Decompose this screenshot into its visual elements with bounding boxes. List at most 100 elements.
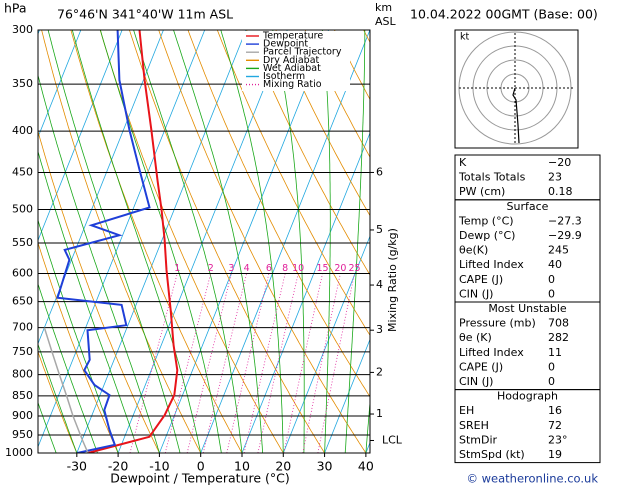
datetime: 10.04.2022 00GMT (Base: 00) xyxy=(410,7,598,22)
section-title: Hodograph xyxy=(497,390,558,403)
row-label: CIN (J) xyxy=(459,375,493,388)
y-tick-label: 950 xyxy=(12,428,33,441)
x-tick-label: -10 xyxy=(149,459,169,474)
row-label: StmDir xyxy=(459,433,498,446)
plot-frame xyxy=(37,29,371,454)
row-label: Dewp (°C) xyxy=(459,229,515,242)
isotherm xyxy=(117,30,288,453)
mixing-ratio-label: 2 xyxy=(208,263,214,274)
height-unit: km xyxy=(375,1,392,14)
row-value: 282 xyxy=(548,331,569,344)
lcl-label: LCL xyxy=(382,433,403,446)
isotherm xyxy=(38,30,82,139)
footer: © weatheronline.co.uk xyxy=(466,472,598,486)
plot-area xyxy=(38,30,370,453)
hodograph: kt xyxy=(454,29,579,149)
row-value: 16 xyxy=(548,404,562,417)
table-box xyxy=(454,389,601,464)
row-value: 11 xyxy=(548,346,562,359)
profile-line xyxy=(43,327,89,453)
isotherm xyxy=(324,338,370,453)
wet-adiabat xyxy=(365,397,370,453)
dry-adiabat xyxy=(246,30,370,276)
row-value: 23° xyxy=(548,433,568,446)
height-tick-label: 2 xyxy=(376,365,383,378)
row-value: 72 xyxy=(548,419,562,432)
mixing-ratio-label: 8 xyxy=(282,263,288,274)
mixing-ratio-line xyxy=(226,273,270,453)
section-title: Surface xyxy=(507,200,549,213)
y-tick-label: 300 xyxy=(12,23,33,36)
mixing-ratio-line xyxy=(317,273,355,453)
height-tick-label: 6 xyxy=(376,165,383,178)
legend-label: Dry Adiabat xyxy=(263,55,320,66)
legend-label: Temperature xyxy=(262,31,323,42)
mixing-ratio-label: 20 xyxy=(334,263,346,274)
isotherm xyxy=(200,30,370,453)
y-tick-label: 700 xyxy=(12,321,33,334)
mixing-ratio-line xyxy=(186,273,232,453)
y-tick-label: 650 xyxy=(12,295,33,308)
mixing-ratio-label: 25 xyxy=(348,263,360,274)
isotherm xyxy=(282,235,370,453)
row-value: 0.18 xyxy=(548,185,573,198)
x-tick-label: -20 xyxy=(108,459,128,474)
y-tick-label: 550 xyxy=(12,236,33,249)
x-tick-label: 40 xyxy=(358,459,374,474)
legend-label: Dewpoint xyxy=(263,39,308,50)
row-label: Pressure (mb) xyxy=(459,317,536,330)
y-axis-unit: hPa xyxy=(4,1,27,16)
row-label: CAPE (J) xyxy=(459,273,503,286)
row-label: Lifted Index xyxy=(459,346,524,359)
wet-adiabat xyxy=(38,343,78,453)
y-tick-label: 750 xyxy=(12,345,33,358)
row-value: −20 xyxy=(548,156,571,169)
y-tick-label: 800 xyxy=(12,368,33,381)
y-tick-label: 400 xyxy=(12,124,33,137)
wet-adiabat xyxy=(38,401,57,453)
row-label: StmSpd (kt) xyxy=(459,448,525,461)
y-tick-label: 500 xyxy=(12,202,33,215)
section-title: Most Unstable xyxy=(488,302,567,315)
mixing-ratio-line xyxy=(164,273,212,453)
row-value: 23 xyxy=(548,171,562,184)
mixing-ratio-label: 10 xyxy=(292,263,304,274)
location: 76°46'N 341°40'W 11m ASL xyxy=(57,7,233,22)
y-tick-label: 850 xyxy=(12,389,33,402)
row-value: 708 xyxy=(548,317,569,330)
dry-adiabat xyxy=(38,350,78,453)
x-tick-label: -30 xyxy=(67,459,87,474)
legend-label: Isotherm xyxy=(263,71,305,82)
height-tick-label: 3 xyxy=(376,323,383,336)
x-tick-label: 20 xyxy=(275,459,291,474)
row-value: 0 xyxy=(548,360,555,373)
hodograph-curve xyxy=(512,87,520,144)
x-tick-label: 0 xyxy=(197,459,205,474)
legend-label: Mixing Ratio xyxy=(263,79,322,90)
mixing-ratio-label: 3 xyxy=(228,263,234,274)
mixing-ratio-line xyxy=(202,273,247,453)
isotherm xyxy=(241,131,370,453)
row-label: SREH xyxy=(459,419,489,432)
isotherm xyxy=(38,30,123,242)
row-value: 19 xyxy=(548,448,562,461)
row-label: Temp (°C) xyxy=(458,214,514,227)
y2-axis-title: Mixing Ratio (g/kg) xyxy=(386,228,399,332)
y-tick-label: 450 xyxy=(12,165,33,178)
x-tick-label: 10 xyxy=(234,459,250,474)
indices-table: K −20 Totals Totals 23 PW (cm) 0.18 SurfaceTem… xyxy=(454,154,601,464)
row-value: −27.3 xyxy=(548,214,582,227)
row-value: −29.9 xyxy=(548,229,582,242)
profile-line xyxy=(56,30,151,453)
dry-adiabat xyxy=(304,30,370,158)
row-value: 245 xyxy=(548,244,569,257)
row-value: 40 xyxy=(548,258,562,271)
mixing-ratio-line xyxy=(302,273,341,453)
row-label: Totals Totals xyxy=(458,171,526,184)
profile-line xyxy=(87,30,179,453)
hodograph-unit: kt xyxy=(460,32,470,43)
isotherm xyxy=(159,30,329,453)
height-tick-label: 5 xyxy=(376,223,383,236)
isotherm xyxy=(38,30,164,345)
mixing-ratio-label: 15 xyxy=(316,263,328,274)
